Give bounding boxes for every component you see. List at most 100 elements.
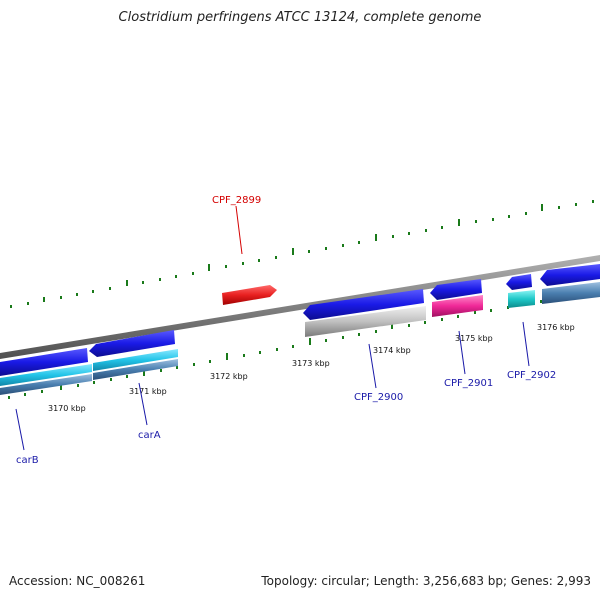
carA-feature-steel [93,359,178,380]
gene-labels: CPF_2899 carB carA CPF_2900 CPF_2901 CPF… [16,195,556,466]
gene-label-cpf2902[interactable]: CPF_2902 [507,370,556,381]
cpf2902-feature-teal [508,290,535,308]
tick-mark [43,297,45,302]
feature-rows [0,282,600,395]
tick-mark [160,369,162,372]
tick-mark [92,290,94,293]
genome-backbone [0,255,600,359]
carB-feature-steel [0,374,92,395]
tick-mark [76,293,78,296]
scale-label: 3172 kbp [210,372,248,381]
tick-mark [558,206,560,209]
tick-mark [425,229,427,232]
cpf2901-feature-magenta [432,295,483,317]
gene-label-cpf2900[interactable]: CPF_2900 [354,392,403,403]
scale-label: 3176 kbp [537,323,575,332]
tick-mark [508,215,510,218]
tick-mark [243,354,245,357]
tick-mark [242,262,244,265]
tick-mark [325,247,327,250]
tick-mark [77,384,79,387]
tick-mark [475,220,477,223]
tick-mark [276,348,278,351]
tick-mark [492,218,494,221]
reverse-strand-genes [0,264,600,376]
scale-label: 3171 kbp [129,387,167,396]
tick-mark [375,234,377,241]
cpf2902-leader [522,321,530,367]
right-edge-feature-steel [542,282,600,304]
tick-mark [259,351,261,354]
tick-mark [110,378,112,381]
tick-mark [8,396,10,399]
tick-mark [292,248,294,255]
tick-mark [275,256,277,259]
tick-mark [175,275,177,278]
tick-mark [408,324,410,327]
carB-feature-cyan [0,364,92,386]
tick-mark [375,330,377,333]
carB-leader [15,408,25,451]
label-leaders [15,205,530,451]
gene-cpf2902-arrow[interactable] [506,274,532,290]
tick-mark [457,315,459,318]
gene-cpf2900-arrow[interactable] [303,289,424,320]
gene-carB-arrow[interactable] [0,348,88,376]
tick-mark [225,265,227,268]
gene-right-edge-arrow[interactable] [540,264,600,286]
tick-mark [441,226,443,229]
tick-mark [143,368,145,376]
tick-mark [209,360,211,363]
cpf2900-feature-gray [305,306,426,337]
tick-mark [60,296,62,299]
cpf2899-leader [235,205,243,255]
scale-label: 3173 kbp [292,359,330,368]
tick-mark [308,250,310,253]
gene-label-carB[interactable]: carB [16,455,39,466]
tick-mark [342,244,344,247]
gene-carA-arrow[interactable] [89,330,175,357]
tick-mark [208,264,210,271]
genome-summary-text: Topology: circular; Length: 3,256,683 bp… [261,574,591,588]
tick-mark [540,300,542,303]
tick-mark [358,333,360,336]
accession-text: Accession: NC_008261 [9,574,146,588]
gene-label-cpf2901[interactable]: CPF_2901 [444,378,493,389]
tick-mark [525,212,527,215]
carA-leader [138,382,148,426]
tick-mark [408,232,410,235]
upper-tick-row [10,200,594,308]
tick-mark [24,393,26,396]
scale-label: 3174 kbp [373,346,411,355]
tick-mark [10,305,12,308]
genome-title: Clostridium perfringens ATCC 13124, comp… [118,10,482,25]
scale-labels: 3170 kbp 3171 kbp 3172 kbp 3173 kbp 3174… [48,323,575,413]
tick-mark [292,345,294,348]
cpf2900-leader [368,343,377,389]
tick-mark [41,390,43,393]
tick-mark [392,235,394,238]
tick-mark [60,382,62,390]
carA-feature-cyan [93,349,178,371]
gene-cpf2901-arrow[interactable] [430,279,482,300]
scale-label: 3170 kbp [48,404,86,413]
tick-mark [258,259,260,262]
gene-label-cpf2899[interactable]: CPF_2899 [212,195,261,206]
tick-mark [541,204,543,211]
tick-mark [159,278,161,281]
tick-mark [575,203,577,206]
tick-mark [458,219,460,226]
tick-mark [490,309,492,312]
tick-mark [309,338,311,345]
tick-mark [27,302,29,305]
tick-mark [424,321,426,324]
tick-mark [176,366,178,369]
gene-label-carA[interactable]: carA [138,430,161,441]
tick-mark [358,241,360,244]
cpf2901-leader [458,330,466,375]
tick-mark [192,272,194,275]
gene-cpf2899-arrow[interactable] [222,285,277,305]
tick-mark [391,322,393,329]
tick-mark [325,339,327,342]
